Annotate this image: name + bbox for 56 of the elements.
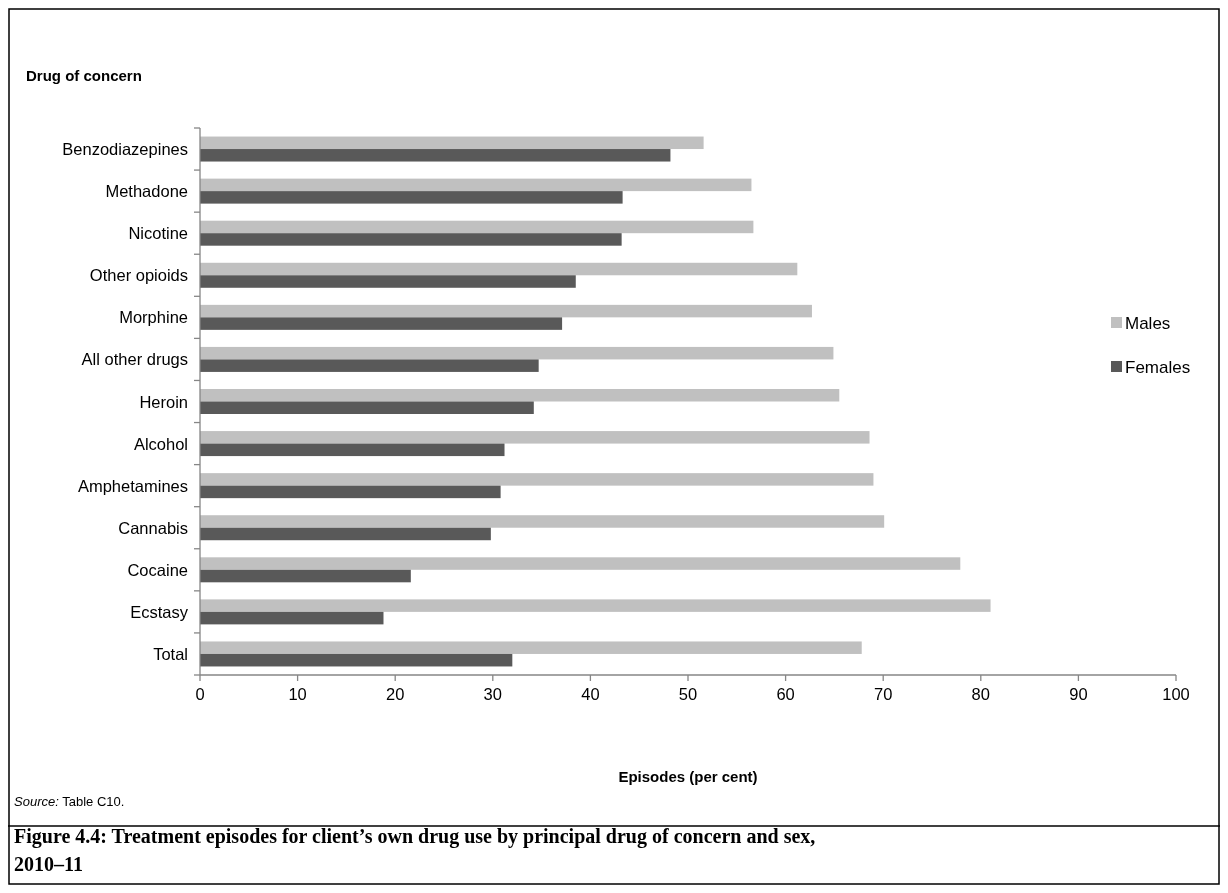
- y-tick-label: All other drugs: [81, 350, 188, 369]
- bar: [200, 191, 623, 204]
- source-note: Source: Table C10.: [14, 794, 125, 809]
- bar: [200, 653, 513, 667]
- bar: [200, 473, 874, 486]
- bar: [200, 401, 534, 414]
- y-tick-label: Ecstasy: [130, 602, 189, 621]
- x-tick-label: 30: [483, 685, 502, 703]
- bar: [200, 557, 961, 570]
- y-tick-label: Total: [153, 644, 188, 663]
- y-tick-label: Nicotine: [128, 224, 188, 243]
- y-tick-label: Benzodiazepines: [62, 140, 188, 159]
- x-tick-label: 50: [678, 685, 698, 703]
- x-tick-label: 80: [971, 685, 990, 703]
- bar: [200, 389, 840, 402]
- bar: [200, 233, 622, 246]
- bar: [200, 149, 671, 162]
- y-axis-title: Drug of concern: [26, 67, 142, 84]
- bar: [200, 599, 991, 612]
- y-tick-label: Morphine: [119, 308, 188, 327]
- bar: [200, 611, 384, 625]
- bar: [200, 527, 491, 541]
- bar: [200, 346, 834, 360]
- bar: [200, 515, 885, 528]
- bar: [200, 178, 752, 192]
- y-tick-label: Cannabis: [118, 518, 188, 537]
- x-tick-label: 20: [386, 685, 405, 703]
- bar: [200, 443, 505, 457]
- bar: [200, 317, 563, 330]
- bar: [200, 262, 798, 276]
- legend-label: Males: [1125, 313, 1171, 333]
- x-tick-label: 10: [288, 685, 307, 703]
- bar: [200, 641, 862, 654]
- y-tick-label: Amphetamines: [77, 476, 188, 495]
- y-tick-label: Heroin: [139, 392, 188, 411]
- y-tick-label: Alcohol: [133, 434, 188, 453]
- y-tick-label: Other opioids: [89, 266, 188, 285]
- bar: [200, 275, 576, 288]
- bar: [200, 136, 704, 150]
- x-axis-title: Episodes (per cent): [618, 768, 758, 785]
- x-tick-label: 60: [776, 685, 795, 703]
- legend-label: Females: [1125, 357, 1191, 377]
- bar: [200, 485, 501, 499]
- bar: [200, 359, 539, 372]
- bar: [200, 569, 411, 583]
- text: Figure 4.4: Treatment episodes for client’s own drug use by principal drug of concern and sex, 2010–11: [14, 825, 816, 875]
- y-tick-label: Methadone: [105, 182, 188, 201]
- bar: [200, 220, 754, 234]
- x-tick-label: 40: [581, 685, 600, 703]
- y-tick-label: Cocaine: [127, 560, 188, 579]
- bar: [200, 304, 812, 318]
- x-tick-label: 0: [195, 685, 205, 703]
- bar: [200, 431, 870, 444]
- x-tick-label: 70: [874, 685, 893, 703]
- x-tick-label: 90: [1069, 685, 1088, 703]
- x-tick-label: 100: [1162, 685, 1190, 703]
